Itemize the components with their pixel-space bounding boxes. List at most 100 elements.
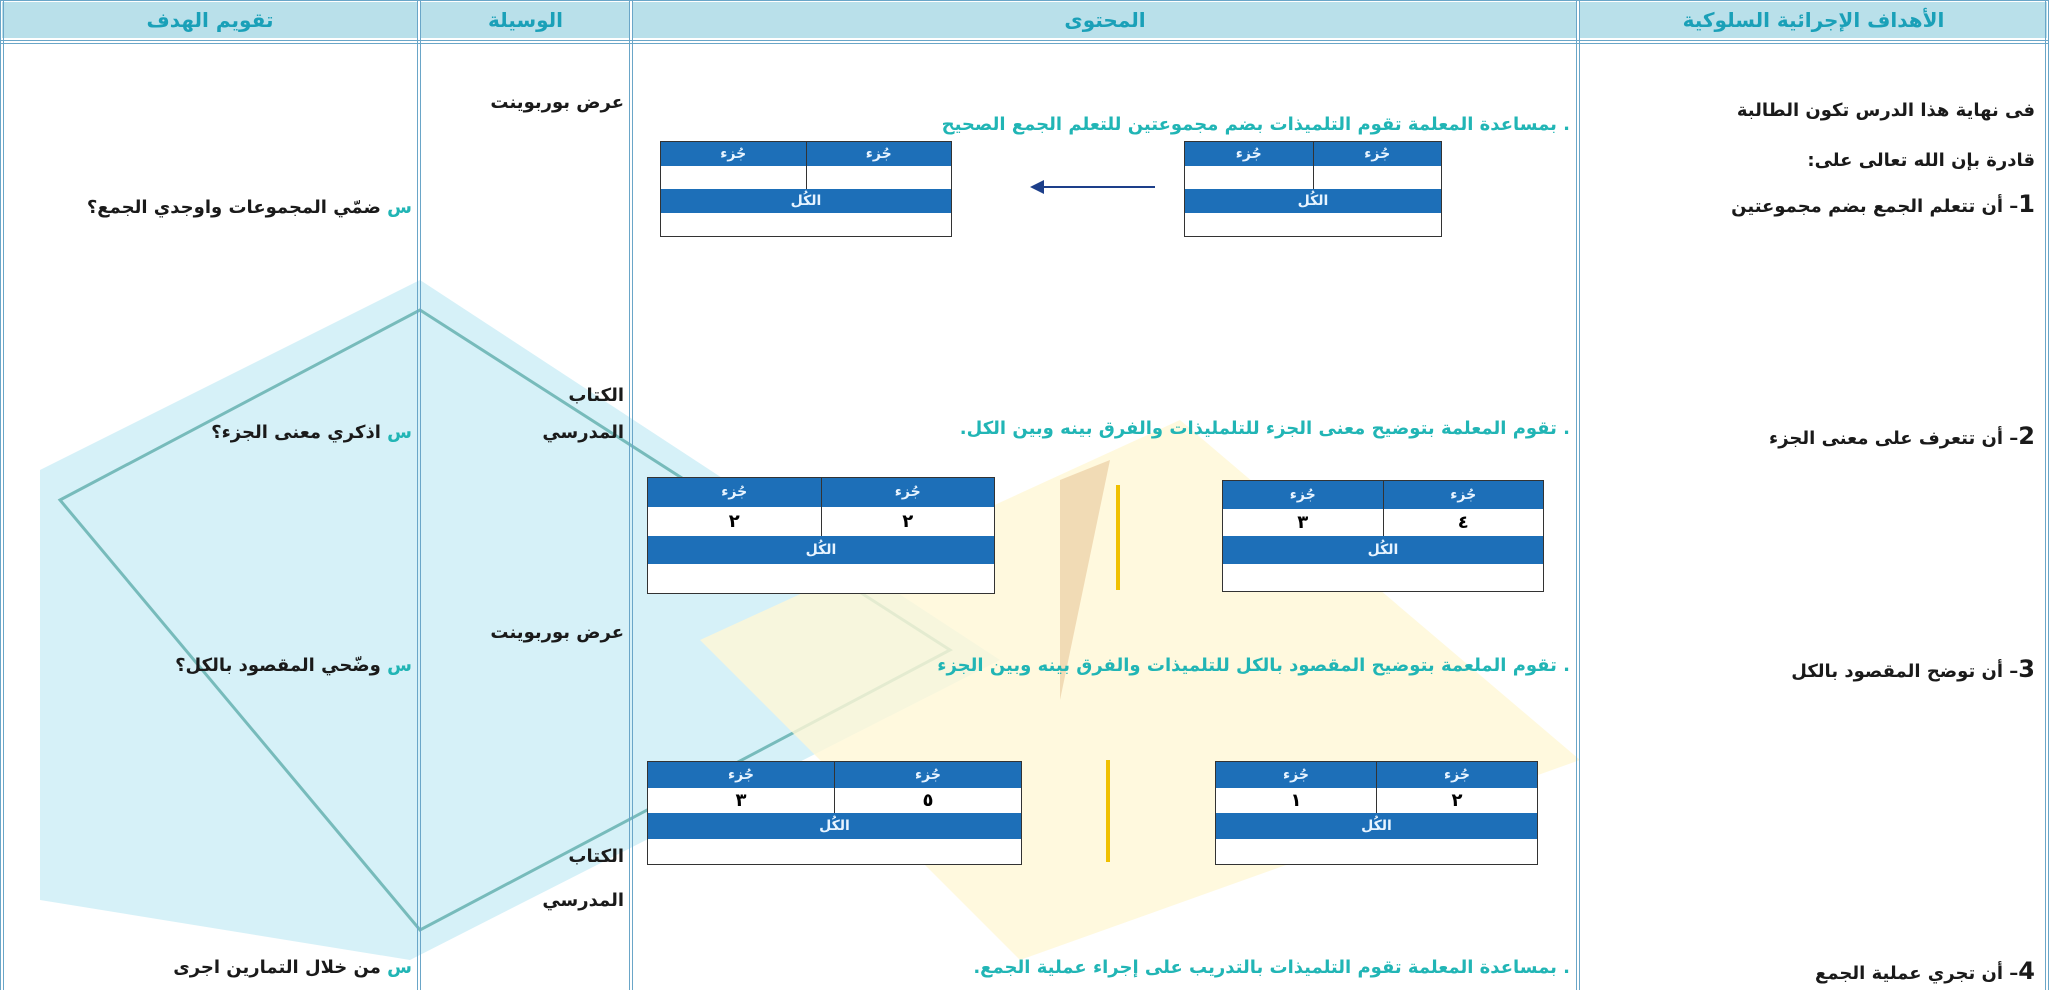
whole-label: الكُل [1361, 817, 1392, 834]
part-label: جُزء [1283, 766, 1309, 783]
evaluation-marker: س [387, 197, 412, 218]
whole-value [648, 839, 1021, 865]
part-label: جُزء [820, 478, 995, 507]
column-rule [1576, 0, 1580, 990]
part-whole-table: جُزء جُزء ٢ ١ الكُل [1215, 761, 1538, 865]
evaluation-item: س وضّحي المقصود بالكل؟ [175, 655, 412, 676]
objective-item: 1– أن تتعلم الجمع بضم مجموعتين [1731, 190, 2035, 218]
objective-item: 3– أن توضح المقصود بالكل [1791, 655, 2035, 683]
part-label: جُزء [1235, 145, 1262, 162]
part-value [805, 165, 952, 189]
evaluation-text: ضمّي المجموعات واوجدي الجمع؟ [86, 197, 381, 218]
whole-value [1185, 213, 1441, 237]
whole-value-row [648, 839, 1021, 865]
objective-text: – أن توضح المقصود بالكل [1791, 661, 2019, 682]
header-cell: تقويم الهدف [2, 2, 418, 38]
whole-value-row [1185, 213, 1441, 237]
tool: المدرسي [542, 422, 624, 443]
objective-number: 4 [2018, 957, 2035, 985]
evaluation-text: من خلال التمارين اجرى [173, 957, 381, 978]
objective-text: – أن تتعلم الجمع بضم مجموعتين [1731, 196, 2019, 217]
part-value [1185, 166, 1313, 190]
whole-value-row [1216, 839, 1537, 865]
values-row [1185, 165, 1442, 190]
part-whole-table: جُزء جُزء الكُل [660, 141, 952, 237]
evaluation-item: س من خلال التمارين اجرى [173, 957, 412, 978]
parts-row: جُزء جُزء [1185, 142, 1441, 166]
whole-row: الكُل [648, 813, 1021, 839]
part-value: ٤ [1382, 508, 1544, 536]
parts-row: جُزء جُزء [1216, 762, 1537, 788]
arrow-head [1030, 180, 1044, 194]
part-label: جُزء [728, 766, 754, 783]
objective-intro: قادرة بإن الله تعالى على: [1807, 150, 2035, 171]
part-value: ١ [1290, 789, 1302, 811]
part-whole-table: جُزء جُزء ٢ ٢ الكُل [647, 477, 995, 594]
part-label: جُزء [720, 145, 747, 162]
column-rule [0, 0, 4, 990]
values-row [661, 165, 952, 190]
content-statement: . تقوم المعلمة بتوضيح معنى الجزء للتلملي… [959, 418, 1570, 439]
tool: عرض بوربوينت [490, 622, 624, 643]
whole-label: الكُل [819, 817, 850, 834]
objective-text: – أن تجري عملية الجمع [1815, 963, 2019, 984]
evaluation-marker: س [387, 957, 412, 978]
divider [1106, 760, 1110, 862]
arrow [1035, 186, 1155, 188]
evaluation-marker: س [387, 422, 412, 443]
header-cell: الوسيلة [421, 2, 630, 38]
part-value: ٢ [820, 506, 995, 536]
tool: الكتاب [568, 846, 624, 867]
objective-text: – أن تتعرف على معنى الجزء [1769, 428, 2019, 449]
part-whole-table: جُزء جُزء ٤ ٣ الكُل [1222, 480, 1544, 592]
whole-value [661, 213, 951, 237]
content-statement: . بمساعدة المعلمة تقوم التلميذات بضم مجم… [941, 114, 1570, 135]
whole-label: الكُل [1367, 541, 1399, 558]
part-whole-table: جُزء جُزء الكُل [1184, 141, 1442, 237]
tool: المدرسي [542, 890, 624, 911]
evaluation-text: وضّحي المقصود بالكل؟ [175, 655, 381, 676]
column-rule [417, 0, 421, 990]
whole-value-row [648, 564, 994, 593]
evaluation-marker: س [387, 655, 412, 676]
header-rule [0, 40, 2049, 44]
whole-value [1223, 564, 1543, 592]
tool: عرض بوربوينت [490, 92, 624, 113]
part-label: جُزء [1289, 486, 1316, 503]
whole-row: الكُل [1216, 813, 1537, 839]
part-value: ٢ [1376, 787, 1537, 813]
part-label: جُزء [805, 142, 952, 166]
top-rule [0, 0, 2049, 1]
part-label: جُزء [1376, 762, 1537, 788]
parts-row: جُزء جُزء [648, 478, 994, 507]
header-cell: المحتوى [633, 2, 1577, 38]
objective-item: 2– أن تتعرف على معنى الجزء [1769, 422, 2035, 450]
column-rule [2045, 0, 2049, 990]
part-label: جُزء [1312, 142, 1442, 166]
parts-row: جُزء جُزء [1223, 481, 1543, 509]
objective-number: 3 [2018, 655, 2035, 683]
objective-number: 1 [2018, 190, 2035, 218]
evaluation-item: س ضمّي المجموعات واوجدي الجمع؟ [22, 190, 412, 226]
whole-label: الكُل [1297, 192, 1329, 209]
part-value [661, 166, 806, 190]
part-label: جُزء [1382, 481, 1544, 509]
whole-row: الكُل [1223, 536, 1543, 564]
parts-row: جُزء جُزء [648, 762, 1021, 788]
part-value: ٣ [735, 789, 747, 811]
part-whole-table: جُزء جُزء ٥ ٣ الكُل [647, 761, 1022, 865]
objective-intro: فى نهاية هذا الدرس تكون الطالبة [1736, 100, 2035, 121]
whole-value [648, 564, 994, 593]
whole-row: الكُل [648, 535, 994, 565]
whole-label: الكُل [790, 192, 822, 209]
whole-row: الكُل [661, 189, 951, 213]
whole-value-row [661, 213, 951, 237]
divider [1116, 485, 1120, 590]
content-statement: . بمساعدة المعلمة تقوم التلميذات بالتدري… [973, 957, 1570, 978]
part-value [1312, 165, 1442, 189]
